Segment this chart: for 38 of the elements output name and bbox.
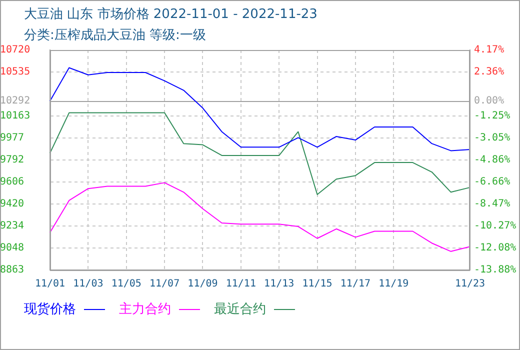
y2-tick-label: 2.36% <box>474 66 504 78</box>
y2-tick-label: -8.47% <box>474 198 510 210</box>
y2-tick-label: -1.25% <box>474 110 510 122</box>
y-tick-label: 9792 <box>0 154 24 166</box>
y-tick-label: 9977 <box>0 132 24 144</box>
x-tick-label: 11/17 <box>340 278 371 290</box>
y-tick-label: 9606 <box>0 176 24 188</box>
legend-label: 最近合约 <box>214 301 266 318</box>
y2-tick-label: -3.05% <box>474 132 510 144</box>
x-tick-label: 11/11 <box>226 278 256 290</box>
x-tick-label: 11/05 <box>111 278 142 290</box>
legend-label: 现货价格 <box>24 301 76 318</box>
y2-tick-label: -6.66% <box>474 176 510 188</box>
x-tick-label: 11/23 <box>454 278 486 290</box>
y-tick-label: 8863 <box>0 264 24 276</box>
y2-tick-label: -12.08% <box>474 242 516 254</box>
y-tick-label: 9048 <box>0 242 24 254</box>
y2-tick-label: -4.86% <box>474 154 510 166</box>
y-tick-label: 9234 <box>0 220 24 232</box>
y-tick-label: 10163 <box>0 110 30 122</box>
y-tick-label: 10720 <box>0 44 30 56</box>
x-tick-label: 11/03 <box>73 278 104 290</box>
y2-tick-label: 4.17% <box>474 44 504 56</box>
y-tick-label: 9420 <box>0 198 24 210</box>
x-tick-label: 11/07 <box>149 278 180 290</box>
x-tick-label: 11/15 <box>302 278 332 290</box>
x-tick-label: 11/01 <box>34 278 66 290</box>
legend-label: 主力合约 <box>119 301 171 318</box>
x-tick-label: 11/19 <box>378 278 409 290</box>
y-tick-label: 10535 <box>0 66 30 78</box>
chart-subtitle: 分类:压榨成品大豆油 等级:一级 <box>24 27 206 44</box>
y-tick-label: 10292 <box>0 95 30 106</box>
y2-tick-label: -10.27% <box>474 220 516 232</box>
chart-title: 大豆油 山东 市场价格 2022-11-01 - 2022-11-23 <box>24 6 318 23</box>
y2-tick-label: 0.00% <box>474 95 504 106</box>
x-tick-label: 11/09 <box>188 278 218 290</box>
x-tick-label: 11/13 <box>264 278 294 290</box>
y2-tick-label: -13.88% <box>474 264 516 276</box>
